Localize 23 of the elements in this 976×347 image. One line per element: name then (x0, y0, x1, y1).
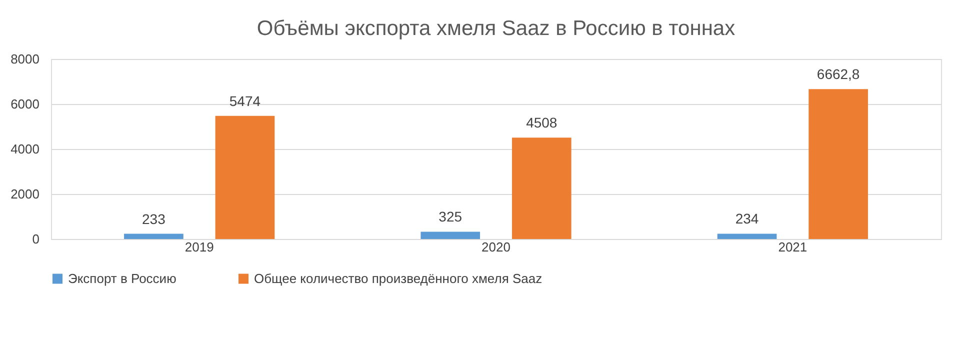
y-tick-label: 2000 (10, 186, 40, 202)
y-tick-label: 4000 (10, 142, 40, 156)
bar (808, 89, 868, 239)
bar (512, 138, 572, 239)
x-tick-label: 2021 (778, 240, 808, 254)
chart-title: Объёмы экспорта хмеля Saaz в Россию в тоннах (256, 17, 736, 40)
legend-label: Экспорт в Россию (68, 270, 177, 286)
bar (124, 234, 184, 239)
data-label: 4508 (526, 114, 558, 131)
data-label: 325 (438, 208, 462, 225)
y-tick-label: 6000 (10, 96, 40, 112)
y-tick-label: 8000 (10, 52, 40, 66)
data-label: 5474 (229, 92, 261, 109)
x-tick-label: 2019 (184, 240, 214, 254)
y-tick-label: 0 (32, 232, 40, 246)
bar (717, 234, 777, 239)
x-tick-label: 2020 (482, 240, 510, 254)
bar (420, 232, 480, 239)
legend-label: Общее количество произведённого хмеля Saaz (254, 270, 542, 286)
data-label: 234 (735, 210, 759, 227)
bar (215, 116, 275, 239)
data-label: 6662,8 (816, 66, 860, 82)
data-label: 233 (142, 210, 166, 227)
